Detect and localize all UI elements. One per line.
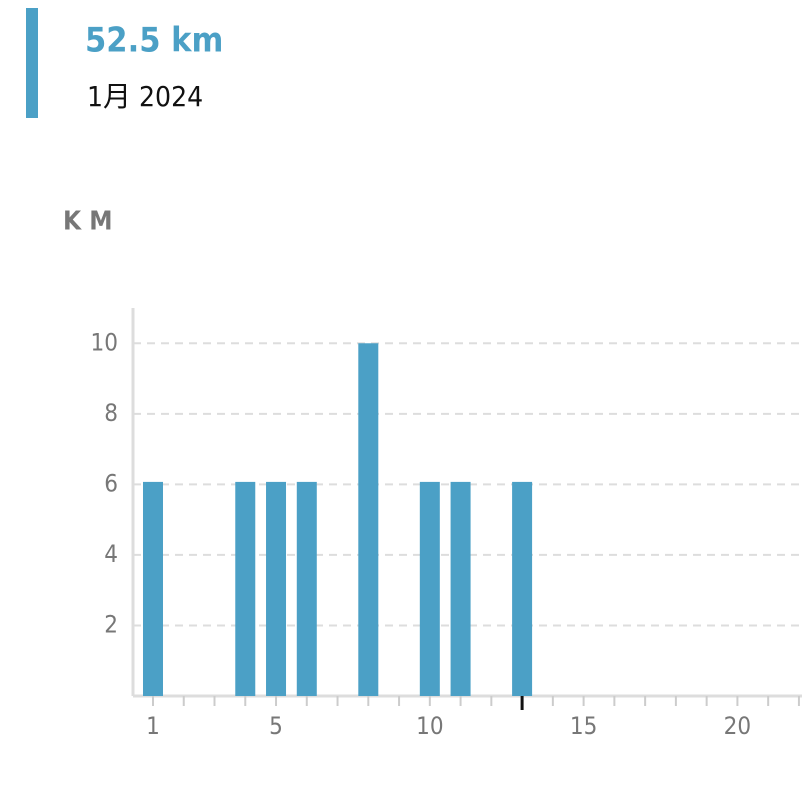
y-axis-label: K M (63, 207, 113, 237)
bar (450, 481, 471, 696)
y-tick-label: 6 (104, 469, 118, 497)
x-tick-label: 20 (724, 712, 751, 740)
header-accent (26, 8, 38, 118)
y-tick-label: 4 (104, 540, 118, 568)
y-tick-label: 8 (104, 399, 118, 427)
bar (512, 481, 533, 696)
y-tick-label: 2 (104, 610, 118, 638)
bar (266, 481, 287, 696)
bar (296, 481, 317, 696)
y-tick-label: 10 (91, 328, 118, 356)
x-tick-label: 5 (269, 712, 283, 740)
bar (419, 481, 440, 696)
chart-title: 52.5 km (85, 21, 223, 61)
bar (235, 481, 256, 696)
x-tick-label: 15 (570, 712, 597, 740)
x-tick-label: 10 (416, 712, 443, 740)
bar (358, 343, 379, 696)
chart-subtitle: 1月 2024 (87, 80, 203, 113)
bar (142, 481, 163, 696)
x-tick-label: 1 (146, 712, 160, 740)
